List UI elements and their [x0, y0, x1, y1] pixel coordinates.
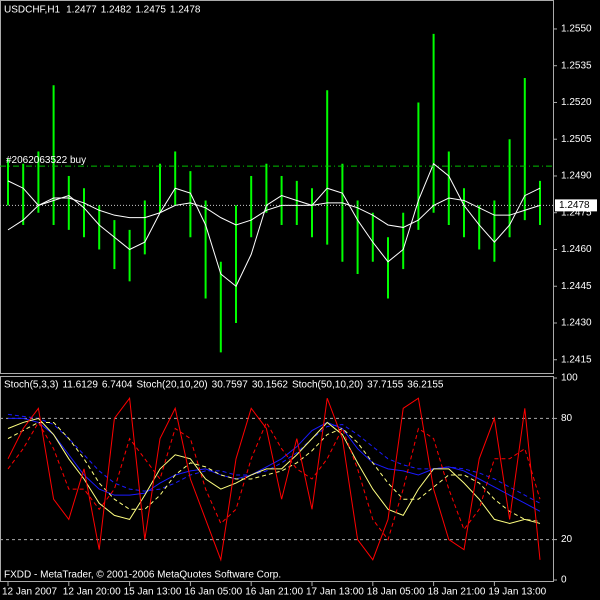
y-tick-label: 1.2535	[561, 60, 592, 71]
quote: 1.2482	[101, 5, 132, 16]
indicator-main: 37.7155	[367, 380, 404, 391]
x-tick-label: 18 Jan 21:00	[428, 587, 486, 598]
indicator-signal: 6.7404	[102, 380, 133, 391]
price-panel	[0, 0, 554, 374]
moving-average	[7, 162, 541, 288]
y-tick-label: 1.2430	[561, 318, 592, 329]
x-tick-label: 16 Jan 05:00	[184, 587, 242, 598]
indicator-main: 11.6129	[62, 380, 98, 391]
order-label: #2062063522 buy	[6, 155, 86, 166]
stoch-panel	[0, 376, 554, 582]
x-tick-label: 17 Jan 13:00	[306, 587, 364, 598]
quote: 1.2478	[170, 5, 201, 16]
y-tick-label: 1.2460	[561, 244, 592, 255]
stoch-line	[7, 413, 541, 504]
indicator-signal: 36.2155	[407, 380, 444, 391]
indicator-signal: 30.1562	[252, 380, 289, 391]
stoch-line	[7, 417, 541, 524]
x-tick-label: 12 Jan 20:00	[63, 587, 121, 598]
y-tick-label: 100	[561, 373, 578, 384]
y-tick-label: 1.2520	[561, 97, 592, 108]
stoch-line	[7, 421, 541, 522]
indicator-name: Stoch(5,3,3)	[4, 380, 58, 391]
y-tick-label: 80	[561, 413, 573, 424]
indicator-name: Stoch(50,10,20)	[292, 380, 363, 391]
last-price-label: 1.2478	[559, 200, 590, 211]
y-tick-label: 1.2415	[561, 354, 592, 365]
y-tick-label: 0	[561, 575, 567, 586]
last-price-box	[555, 199, 597, 212]
x-tick-label: 16 Jan 21:00	[245, 587, 303, 598]
quote: 1.2477	[66, 5, 97, 16]
chart-title: USDCHF,H1	[4, 5, 61, 16]
stoch-line	[7, 396, 541, 562]
y-tick-label: 1.2445	[561, 281, 592, 292]
indicator-main: 30.7597	[212, 380, 249, 391]
x-tick-label: 15 Jan 13:00	[124, 587, 182, 598]
x-tick-label: 18 Jan 05:00	[367, 587, 425, 598]
quote: 1.2475	[135, 5, 166, 16]
x-tick-label: 12 Jan 2007	[2, 587, 57, 598]
moving-average	[7, 197, 541, 231]
y-tick-label: 1.2550	[561, 24, 592, 35]
y-tick-label: 1.2490	[561, 171, 592, 182]
footer: FXDD - MetaTrader, © 2001-2006 MetaQuote…	[4, 570, 281, 581]
x-tick-label: 19 Jan 13:00	[488, 587, 546, 598]
indicator-name: Stoch(20,10,20)	[136, 380, 207, 391]
y-tick-label: 20	[561, 534, 573, 545]
y-tick-label: 1.2475	[561, 207, 592, 218]
y-tick-label: 1.2505	[561, 134, 592, 145]
